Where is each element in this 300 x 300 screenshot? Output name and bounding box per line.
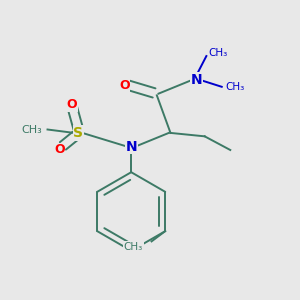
Text: O: O (54, 143, 65, 157)
Text: N: N (125, 140, 137, 154)
Text: S: S (73, 126, 83, 140)
Text: O: O (119, 79, 130, 92)
Text: CH₃: CH₃ (225, 82, 244, 92)
Text: CH₃: CH₃ (208, 48, 227, 58)
Text: O: O (67, 98, 77, 111)
Text: CH₃: CH₃ (22, 124, 42, 134)
Text: CH₃: CH₃ (124, 242, 143, 251)
Text: N: N (190, 73, 202, 87)
